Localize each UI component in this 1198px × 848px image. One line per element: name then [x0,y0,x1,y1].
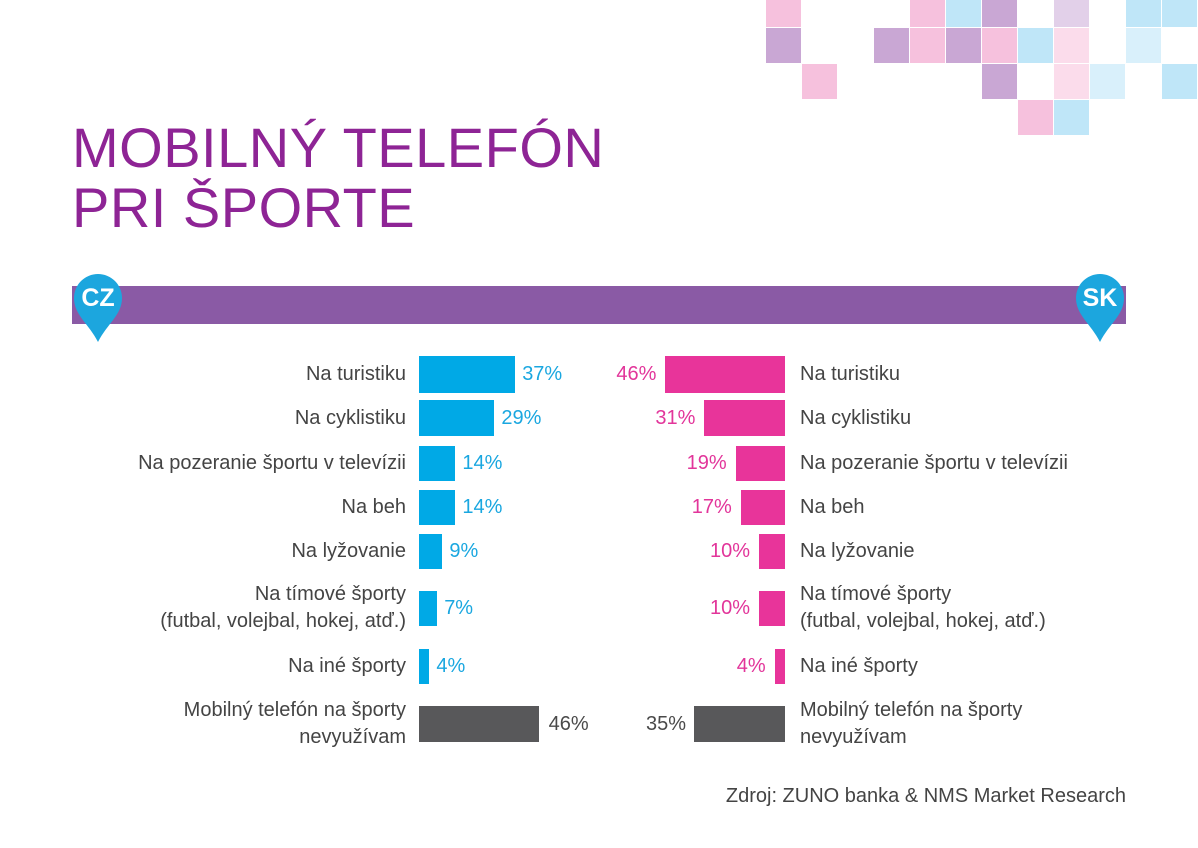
value-label-sk: 31% [655,406,696,429]
title-line-1: MOBILNÝ TELEFÓN [72,116,605,179]
bar-cz [419,648,430,684]
cz-badge: CZ [72,272,124,344]
pixel-tile [1162,64,1197,99]
value-label-sk: 35% [645,712,686,735]
category-label-cz: Na lyžovanie [291,539,406,562]
bar-sk [704,400,785,436]
category-label-cz: Na cyklistiku [294,406,406,429]
pixel-tile [1018,28,1053,63]
bar-cz [419,706,539,742]
value-label-cz: 14% [462,451,503,474]
value-label-sk: 10% [709,596,750,619]
pixel-tile [910,28,945,63]
pixel-tile [982,64,1017,99]
bar-sk [740,489,785,525]
pixel-tile [1162,0,1197,27]
title-line-2: PRI ŠPORTE [72,176,416,239]
bar-cz [419,355,516,393]
pixel-tile [1090,64,1125,99]
pixel-tile [874,28,909,63]
pixel-tile [1126,28,1161,63]
bar-cz [419,590,438,626]
category-label-cz: Na turistiku [305,362,406,385]
pixel-tile [946,28,981,63]
value-label-sk: 4% [736,654,766,677]
bar-cz [419,445,456,481]
category-label-cz: Na pozeranie športu v televízii [138,451,406,474]
pixel-tile [1126,0,1161,27]
sk-badge-label: SK [1082,284,1118,312]
pixel-tile [1054,28,1089,63]
source-note: Zdroj: ZUNO banka & NMS Market Research [725,785,1126,807]
country-band [72,286,1126,324]
value-label-cz: 14% [462,495,503,518]
category-label-cz: Na iné športy [288,654,406,677]
pixel-tile [766,28,801,63]
value-label-cz: 29% [501,406,542,429]
category-label-cz: Na beh [341,495,407,518]
category-label-sk: Na iné športy [800,654,918,677]
category-label-sk: Na cyklistiku [800,406,912,429]
category-label-cz: Na tímové športy (futbal, volejbal, hoke… [160,583,406,632]
pixel-tile [766,0,801,27]
pixel-tile [802,64,837,99]
pixel-tile [910,0,945,27]
page-title: MOBILNÝ TELEFÓN PRI ŠPORTE [72,118,604,238]
category-label-cz: Mobilný telefón na športy nevyužívam [183,699,406,748]
diverging-bar-chart: Na turistiku Na turistiku 37% 46% Na cyklist… [0,340,1198,780]
value-label-cz: 7% [444,596,474,619]
cz-badge-label: CZ [81,284,115,312]
bar-sk [759,590,785,626]
value-label-cz: 46% [548,712,589,735]
bar-sk [759,533,785,569]
category-label-sk: Na pozeranie športu v televízii [800,451,1068,474]
pixel-tile [982,0,1017,27]
value-label-cz: 9% [449,539,479,562]
pixel-tile [1018,100,1053,135]
pixel-tile [946,0,981,27]
value-label-sk: 10% [709,539,750,562]
map-pin-icon [1076,274,1124,342]
value-label-cz: 4% [436,654,466,677]
bar-cz [419,400,495,436]
sk-badge: SK [1074,272,1126,344]
value-label-cz: 37% [522,362,563,385]
bar-cz [419,533,443,569]
map-pin-icon [74,274,122,342]
category-label-sk: Na turistiku [800,362,901,385]
bar-sk [735,445,785,481]
bar-sk [774,648,785,684]
category-label-sk: Na beh [800,495,865,518]
pixel-tile [1054,100,1089,135]
bar-sk [694,706,785,742]
value-label-sk: 46% [616,362,657,385]
category-label-sk: Na tímové športy (futbal, volejbal, hoke… [800,583,1046,632]
bar-cz [419,489,456,525]
pixel-tile [1054,64,1089,99]
category-label-sk: Mobilný telefón na športy nevyužívam [800,699,1023,748]
category-label-sk: Na lyžovanie [800,539,915,562]
value-label-sk: 19% [686,451,727,474]
value-label-sk: 17% [691,495,732,518]
pixel-tile [1054,0,1089,27]
bar-sk [665,355,785,393]
pixel-tile [982,28,1017,63]
